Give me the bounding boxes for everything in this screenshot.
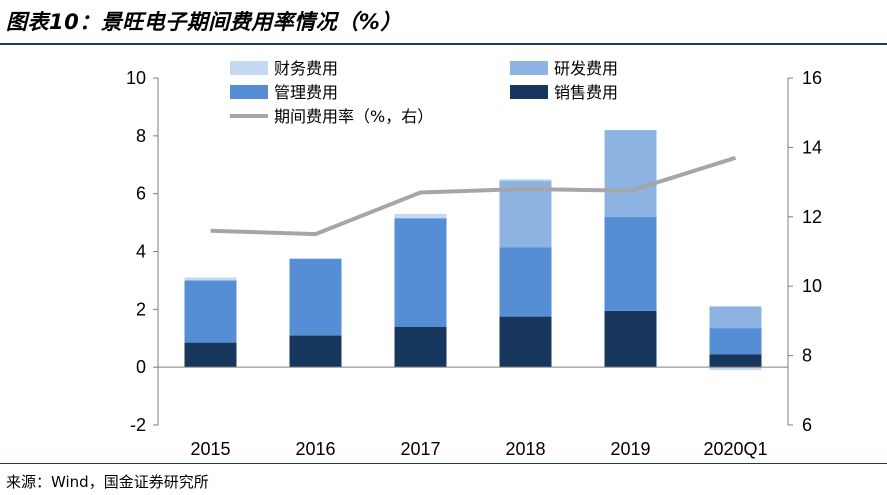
bar-admin-2018 (499, 247, 552, 317)
right-tick-label: 10 (802, 276, 822, 296)
figure-title: 图表10：景旺电子期间费用率情况（%） (6, 10, 402, 34)
right-tick-label: 6 (802, 415, 812, 435)
left-tick-label: 2 (136, 299, 146, 319)
bar-sales-2015 (184, 342, 237, 368)
bar-sales-2020Q1 (709, 354, 762, 368)
x-tick-label: 2019 (610, 439, 650, 459)
bar-admin-2020Q1 (709, 328, 762, 355)
right-tick-label: 8 (802, 346, 812, 366)
bar-admin-2019 (604, 216, 657, 311)
bar-sales-2017 (394, 326, 447, 368)
x-tick-label: 2018 (505, 439, 545, 459)
bar-admin-2015 (184, 280, 237, 343)
title-divider (0, 43, 887, 45)
bar-rnd-2019 (604, 130, 657, 217)
left-tick-label: 8 (136, 126, 146, 146)
left-tick-label: -2 (130, 415, 146, 435)
left-tick-label: 4 (136, 242, 146, 262)
legend-swatch-finance (230, 61, 268, 75)
axes-layer: -2 0 2 4 6 8 10 6 8 10 12 14 16 2015 2016 2017 2018 2019 2… (126, 68, 822, 459)
legend-label-rnd: 研发费用 (554, 59, 618, 78)
right-tick-label: 12 (802, 207, 822, 227)
right-tick-label: 14 (802, 137, 822, 157)
line-layer (210, 155, 737, 237)
legend-swatch-sales (510, 85, 548, 99)
ratio-line (210, 155, 737, 237)
x-tick-label: 2020Q1 (703, 439, 767, 459)
bar-finance-2017 (394, 213, 447, 219)
bar-layer (184, 130, 762, 371)
bar-finance-2018 (499, 179, 552, 181)
left-tick-label: 10 (126, 68, 146, 88)
bar-sales-2016 (289, 335, 342, 368)
legend-swatch-admin (230, 85, 268, 99)
bar-finance-2015 (184, 277, 237, 281)
bar-admin-2016 (289, 258, 342, 336)
x-tick-label: 2015 (190, 439, 230, 459)
bar-sales-2018 (499, 316, 552, 368)
bar-finance-2020Q1 (709, 367, 762, 371)
figure-title-bar: 图表10：景旺电子期间费用率情况（%） (0, 0, 887, 45)
right-tick-label: 16 (802, 68, 822, 88)
x-tick-label: 2016 (295, 439, 335, 459)
source-note: 来源：Wind，国金证券研究所 (6, 473, 209, 491)
legend-label-ratio: 期间费用率（%，右） (274, 107, 433, 126)
bar-rnd-2020Q1 (709, 306, 762, 329)
left-tick-label: 0 (136, 357, 146, 377)
bar-admin-2017 (394, 218, 447, 327)
legend-label-sales: 销售费用 (554, 83, 618, 102)
x-tick-label: 2017 (400, 439, 440, 459)
left-tick-label: 6 (136, 184, 146, 204)
bar-rnd-2018 (499, 180, 552, 248)
legend-swatch-rnd (510, 61, 548, 75)
source-divider (0, 463, 887, 464)
legend-label-finance: 财务费用 (274, 59, 338, 78)
legend-label-admin: 管理费用 (274, 83, 338, 102)
bar-sales-2019 (604, 310, 657, 368)
